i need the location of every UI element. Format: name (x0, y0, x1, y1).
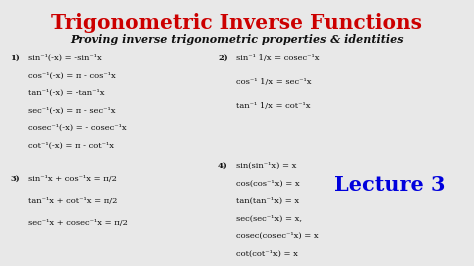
Text: cos(cos⁻¹x) = x: cos(cos⁻¹x) = x (236, 180, 300, 188)
Text: tan⁻¹x + cot⁻¹x = π/2: tan⁻¹x + cot⁻¹x = π/2 (28, 197, 118, 205)
Text: sin⁻¹x + cos⁻¹x = π/2: sin⁻¹x + cos⁻¹x = π/2 (28, 175, 117, 183)
Text: 2): 2) (218, 54, 228, 62)
Text: sec(sec⁻¹x) = x,: sec(sec⁻¹x) = x, (236, 214, 302, 222)
Text: tan⁻¹ 1/x = cot⁻¹x: tan⁻¹ 1/x = cot⁻¹x (236, 102, 310, 110)
Text: Proving inverse trigonometric properties & identities: Proving inverse trigonometric properties… (70, 34, 404, 45)
Text: sin⁻¹ 1/x = cosec⁻¹x: sin⁻¹ 1/x = cosec⁻¹x (236, 54, 319, 62)
Text: cosec⁻¹(-x) = - cosec⁻¹x: cosec⁻¹(-x) = - cosec⁻¹x (28, 124, 127, 132)
Text: Lecture 3: Lecture 3 (334, 175, 446, 195)
Text: cot(cot⁻¹x) = x: cot(cot⁻¹x) = x (236, 250, 298, 257)
Text: cos⁻¹ 1/x = sec⁻¹x: cos⁻¹ 1/x = sec⁻¹x (236, 78, 311, 86)
Text: cot⁻¹(-x) = π - cot⁻¹x: cot⁻¹(-x) = π - cot⁻¹x (28, 142, 114, 149)
Text: 1): 1) (10, 54, 20, 62)
Text: 4): 4) (218, 162, 228, 170)
Text: cosec(cosec⁻¹x) = x: cosec(cosec⁻¹x) = x (236, 232, 319, 240)
Text: tan(tan⁻¹x) = x: tan(tan⁻¹x) = x (236, 197, 299, 205)
Text: sec⁻¹(-x) = π - sec⁻¹x: sec⁻¹(-x) = π - sec⁻¹x (28, 106, 116, 114)
Text: sin⁻¹(-x) = -sin⁻¹x: sin⁻¹(-x) = -sin⁻¹x (28, 54, 102, 62)
Text: cos⁻¹(-x) = π - cos⁻¹x: cos⁻¹(-x) = π - cos⁻¹x (28, 72, 116, 80)
Text: Trigonometric Inverse Functions: Trigonometric Inverse Functions (52, 13, 422, 33)
Text: 3): 3) (10, 175, 19, 183)
Text: sec⁻¹x + cosec⁻¹x = π/2: sec⁻¹x + cosec⁻¹x = π/2 (28, 219, 128, 227)
Text: sin(sin⁻¹x) = x: sin(sin⁻¹x) = x (236, 162, 296, 170)
Text: tan⁻¹(-x) = -tan⁻¹x: tan⁻¹(-x) = -tan⁻¹x (28, 89, 104, 97)
